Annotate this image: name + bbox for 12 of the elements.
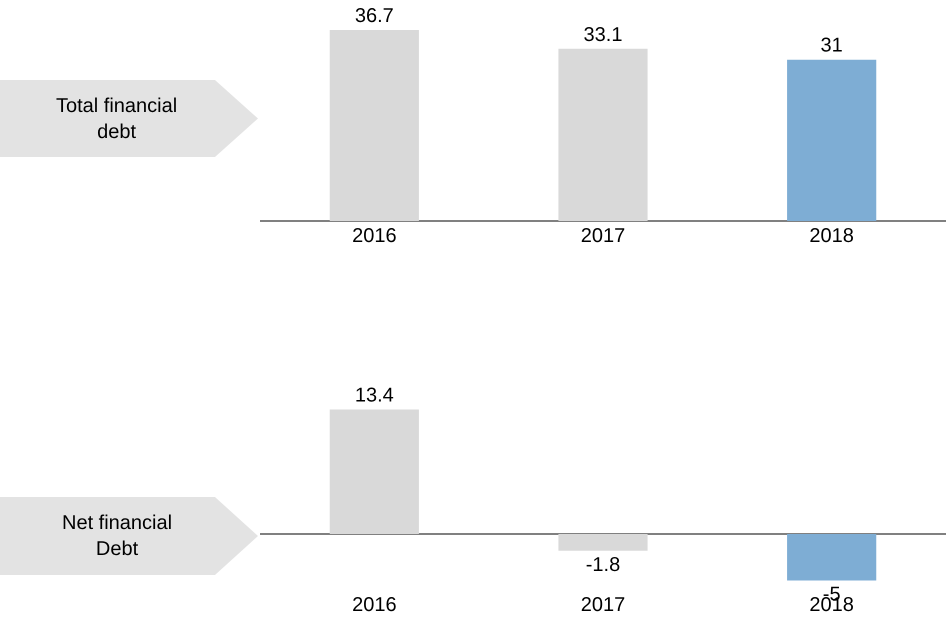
data-label: 13.4 (354, 384, 394, 406)
data-label: 36.7 (354, 5, 394, 28)
x-tick-label: 2017 (580, 225, 626, 247)
x-tick-label: 2016 (352, 225, 397, 247)
data-label: 31 (820, 34, 843, 57)
text: Total financial debt (56, 95, 178, 143)
data-label: 33.1 (584, 24, 622, 46)
x-tick-label: 2018 (809, 225, 854, 247)
x-tick-label: 2016 (352, 594, 397, 616)
x-tick-label: 2017 (580, 594, 626, 616)
data-label: -1.8 (586, 554, 620, 576)
text: Net financial Debt (62, 512, 172, 560)
